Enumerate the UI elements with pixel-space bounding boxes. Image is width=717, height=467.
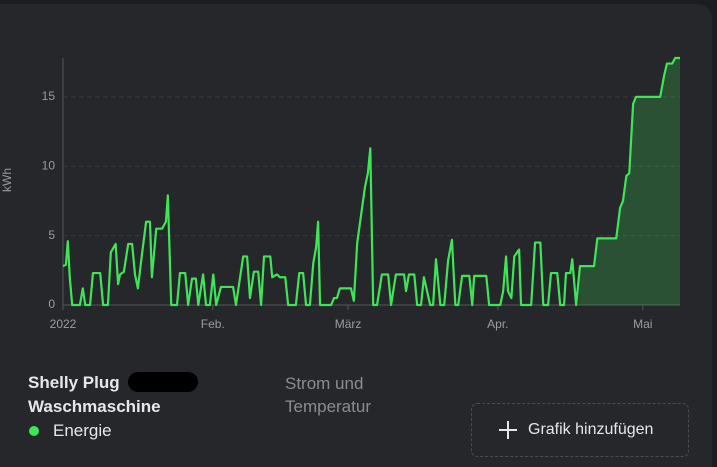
x-tick-label: Apr.: [487, 317, 508, 331]
legend-dot: [29, 426, 39, 436]
y-tick-label: 0: [48, 297, 55, 311]
legend-entry[interactable]: Energie: [53, 421, 112, 440]
plus-icon: [499, 421, 517, 439]
y-tick-label: 15: [42, 89, 56, 103]
x-tick-label: Mai: [633, 317, 652, 331]
device-name: Shelly Plug: [28, 373, 120, 392]
line: [62, 56, 680, 307]
y-axis-label: kWh: [0, 168, 14, 192]
device-subname: Waschmaschine: [28, 397, 161, 416]
add-chart-button[interactable]: Grafik hinzufügen: [471, 403, 689, 457]
y-tick-label: 5: [48, 228, 55, 242]
chart: kWh 0 5 10 15 2022 Feb. März Apr. Mai: [0, 56, 680, 331]
x-tick-label: März: [335, 317, 362, 331]
tab-label[interactable]: Strom und Temperatur: [285, 374, 371, 416]
y-tick-label: 10: [42, 158, 56, 172]
button-label: Grafik hinzufügen: [528, 421, 654, 438]
x-tick-label: 2022: [50, 317, 77, 331]
x-tick-label: Feb.: [201, 317, 225, 331]
redaction: [128, 372, 198, 392]
